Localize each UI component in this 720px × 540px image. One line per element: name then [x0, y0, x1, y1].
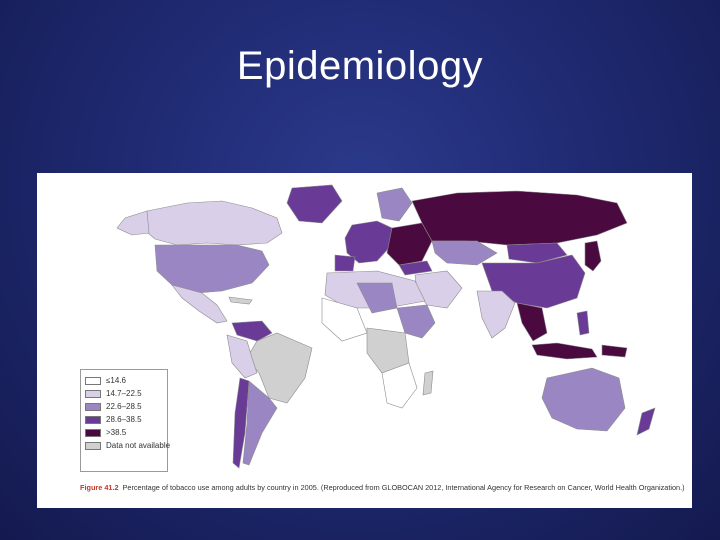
legend-item: 14.7–22.5 — [85, 387, 163, 400]
legend-item: >38.5 — [85, 426, 163, 439]
region-mongolia — [506, 242, 568, 264]
region-png — [601, 344, 628, 358]
region-turkey — [398, 260, 433, 276]
region-indonesia — [531, 342, 598, 360]
slide-title: Epidemiology — [236, 44, 484, 88]
region-venezuela — [231, 320, 273, 342]
region-peru-bolivia — [226, 334, 258, 379]
region-iberia — [334, 254, 356, 272]
legend-swatch — [85, 441, 101, 450]
legend-swatch — [85, 415, 101, 424]
world-map — [116, 184, 656, 469]
region-usa — [154, 244, 270, 294]
region-west-africa — [321, 297, 368, 342]
legend-swatch — [85, 389, 101, 398]
region-canada — [141, 200, 283, 246]
caption-label: Figure 41.2 — [80, 483, 119, 492]
region-western-europe — [344, 220, 393, 264]
region-scandinavia — [376, 187, 413, 222]
region-mexico — [171, 284, 228, 324]
region-kazakhstan — [431, 240, 498, 266]
legend-item: 22.6–28.5 — [85, 400, 163, 413]
region-caribbean — [228, 296, 253, 305]
region-philippines — [576, 310, 590, 336]
region-alaska — [116, 210, 150, 236]
region-madagascar — [422, 370, 434, 396]
legend-label: 28.6–38.5 — [106, 415, 142, 424]
region-greenland — [286, 184, 343, 224]
region-japan-korea — [584, 240, 602, 272]
legend-swatch — [85, 402, 101, 411]
region-se-asia — [516, 302, 548, 342]
legend-swatch — [85, 376, 101, 385]
region-east-africa — [396, 304, 436, 339]
legend-swatch — [85, 428, 101, 437]
legend-item: ≤14.6 — [85, 374, 163, 387]
map-legend: ≤14.6 14.7–22.5 22.6–28.5 28.6–38.5 >38.… — [80, 369, 170, 472]
caption-text: Percentage of tobacco use among adults b… — [122, 483, 685, 492]
legend-label: 14.7–22.5 — [106, 389, 142, 398]
legend-label: >38.5 — [106, 428, 127, 437]
legend-item: 28.6–38.5 — [85, 413, 163, 426]
legend-label: 22.6–28.5 — [106, 402, 142, 411]
legend-label: Data not available — [106, 441, 171, 450]
region-middle-east — [414, 270, 463, 309]
legend-item: Data not available — [85, 439, 170, 452]
region-india — [476, 290, 516, 339]
legend-label: ≤14.6 — [106, 376, 126, 385]
region-russia — [411, 190, 628, 246]
region-australia — [541, 367, 626, 432]
region-argentina — [242, 380, 278, 466]
region-new-zealand — [636, 407, 656, 436]
figure-caption: Figure 41.2 Percentage of tobacco use amo… — [80, 483, 685, 493]
figure-panel: ≤14.6 14.7–22.5 22.6–28.5 28.6–38.5 >38.… — [37, 173, 692, 508]
region-southern-africa — [381, 362, 418, 409]
